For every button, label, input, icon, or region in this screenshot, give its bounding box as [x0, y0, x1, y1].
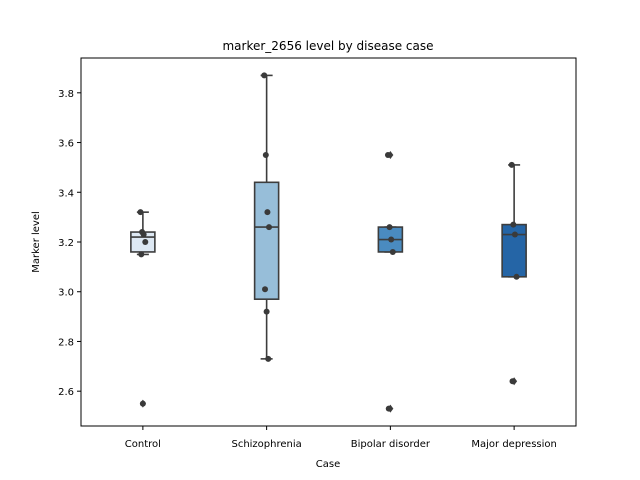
data-point — [261, 72, 268, 79]
data-point — [265, 355, 272, 362]
data-point — [266, 224, 273, 231]
y-tick-label: 3.4 — [58, 188, 74, 199]
x-tick-label: Schizophrenia — [231, 439, 301, 450]
chart-title: marker_2656 level by disease case — [222, 39, 433, 53]
data-point — [137, 209, 144, 216]
y-tick-label: 3.2 — [58, 238, 74, 249]
x-tick-label: Major depression — [471, 439, 557, 450]
data-point — [511, 231, 518, 238]
box-body — [253, 181, 280, 300]
x-tick-label: Control — [125, 439, 161, 450]
y-axis-label: Marker level — [31, 211, 42, 273]
data-point — [508, 161, 515, 168]
data-point — [138, 251, 145, 258]
data-point — [264, 209, 271, 216]
data-point — [510, 221, 517, 228]
data-point — [509, 378, 516, 385]
data-point — [262, 286, 269, 293]
y-tick-label: 3.8 — [58, 89, 74, 100]
y-tick-label: 3.6 — [58, 139, 74, 150]
data-point — [262, 151, 269, 158]
data-point — [140, 231, 147, 238]
y-tick-label: 2.6 — [58, 387, 74, 398]
data-point — [513, 273, 520, 280]
y-tick-label: 2.8 — [58, 337, 74, 348]
x-axis-label: Case — [316, 459, 340, 470]
plot-area: 2.6 2.8 3.0 3.2 3.4 3.6 3.8 Control Schizophreni… — [58, 72, 557, 450]
y-tick-label: 3.0 — [58, 288, 74, 299]
data-point — [384, 151, 391, 158]
data-point — [385, 405, 392, 412]
data-point — [386, 224, 393, 231]
data-point — [139, 400, 146, 407]
data-point — [142, 239, 149, 245]
data-point — [388, 236, 395, 243]
data-point — [389, 248, 396, 255]
data-point — [263, 308, 270, 315]
x-tick-label: Bipolar disorder — [351, 439, 431, 450]
axes-frame — [80, 57, 577, 427]
